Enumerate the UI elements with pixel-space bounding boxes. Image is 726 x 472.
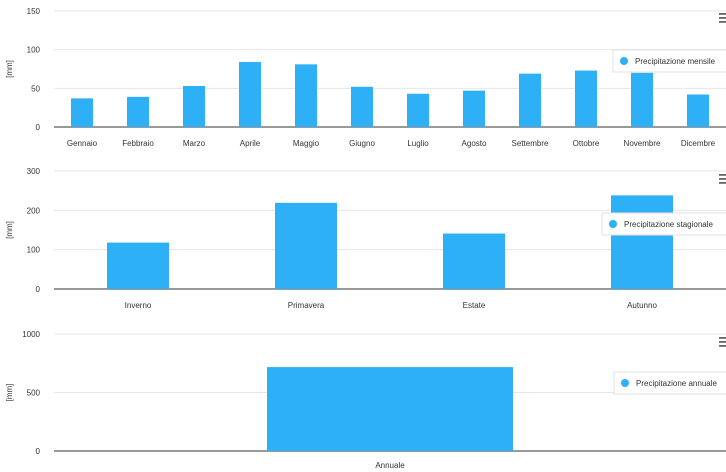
bar-aprile[interactable] <box>239 62 261 127</box>
y-tick-label: 150 <box>27 7 41 16</box>
legend-box <box>612 49 726 73</box>
y-tick-label: 500 <box>27 389 41 398</box>
x-tick-label: Autunno <box>627 301 657 310</box>
bar-marzo[interactable] <box>183 86 205 127</box>
x-tick-label: Luglio <box>407 139 429 148</box>
x-tick-label: Primavera <box>288 301 325 310</box>
legend-label: Precipitazione annuale <box>636 379 717 388</box>
y-tick-label: 50 <box>31 84 40 93</box>
bar-inverno[interactable] <box>107 242 169 289</box>
menu-icon-line <box>719 337 726 339</box>
x-tick-label: Marzo <box>183 139 206 148</box>
bar-estate[interactable] <box>443 233 505 289</box>
annual-precipitation-chart: 0 500 1000 [mm] Annuale Precipitazione annual… <box>5 330 726 470</box>
bar-luglio[interactable] <box>407 93 429 127</box>
legend-box <box>601 212 726 236</box>
menu-icon-line <box>719 345 726 347</box>
legend-marker <box>609 220 617 228</box>
x-tick-label: Settembre <box>512 139 549 148</box>
y-tick-label: 100 <box>27 246 41 255</box>
y-tick-label: 200 <box>27 206 41 215</box>
menu-icon-line <box>719 174 726 176</box>
bar-gennaio[interactable] <box>71 98 93 127</box>
menu-icon-line <box>719 341 726 343</box>
x-tick-label: Giugno <box>349 139 375 148</box>
menu-icon-line <box>719 182 726 184</box>
menu-icon-line <box>719 17 726 19</box>
x-tick-label: Maggio <box>293 139 320 148</box>
menu-icon-line <box>719 13 726 15</box>
legend[interactable]: Precipitazione annuale <box>613 371 726 395</box>
x-tick-label: Ottobre <box>573 139 600 148</box>
legend-box <box>613 371 726 395</box>
bar-maggio[interactable] <box>295 64 317 127</box>
legend[interactable]: Precipitazione stagionale <box>601 212 726 236</box>
y-tick-label: 1000 <box>22 330 40 339</box>
legend[interactable]: Precipitazione mensile <box>612 49 726 73</box>
y-tick-label: 100 <box>27 46 41 55</box>
x-tick-label: Dicembre <box>681 139 716 148</box>
x-tick-label: Agosto <box>462 139 487 148</box>
menu-icon-line <box>719 21 726 23</box>
bar-primavera[interactable] <box>275 202 337 289</box>
legend-marker <box>620 57 628 65</box>
x-tick-label: Aprile <box>240 139 261 148</box>
legend-label: Precipitazione stagionale <box>624 220 713 229</box>
y-tick-label: 300 <box>27 167 41 176</box>
x-tick-label: Estate <box>463 301 486 310</box>
y-tick-label: 0 <box>36 447 41 456</box>
y-axis-title: [mm] <box>5 384 14 402</box>
bar-settembre[interactable] <box>519 73 541 127</box>
hamburger-menu-icon[interactable] <box>719 337 726 347</box>
x-tick-label: Inverno <box>125 301 152 310</box>
legend-label: Precipitazione mensile <box>635 57 716 66</box>
bar-autunno[interactable] <box>611 195 673 289</box>
bar-agosto[interactable] <box>463 90 485 127</box>
y-tick-label: 0 <box>36 123 41 132</box>
x-tick-label: Novembre <box>624 139 661 148</box>
y-axis-title: [mm] <box>5 221 14 239</box>
bar-giugno[interactable] <box>351 86 373 127</box>
y-axis-title: [mm] <box>5 60 14 78</box>
legend-marker <box>621 379 629 387</box>
seasonal-precipitation-chart: 0 100 200 300 [mm] Inverno Primavera Estate Autu… <box>5 167 726 310</box>
bar-novembre[interactable] <box>631 72 653 127</box>
bar-dicembre[interactable] <box>687 94 709 127</box>
hamburger-menu-icon[interactable] <box>719 174 726 184</box>
x-tick-label: Annuale <box>375 461 405 470</box>
menu-icon-line <box>719 178 726 180</box>
hamburger-menu-icon[interactable] <box>719 13 726 23</box>
bar-annuale[interactable] <box>267 367 513 451</box>
bar-ottobre[interactable] <box>575 70 597 127</box>
x-tick-label: Gennaio <box>67 139 98 148</box>
y-tick-label: 0 <box>36 285 41 294</box>
bar-febbraio[interactable] <box>127 96 149 127</box>
monthly-precipitation-chart: 0 50 100 150 [mm] Gennaio Febbraio Marzo Aprile M… <box>5 7 726 148</box>
x-tick-label: Febbraio <box>122 139 154 148</box>
